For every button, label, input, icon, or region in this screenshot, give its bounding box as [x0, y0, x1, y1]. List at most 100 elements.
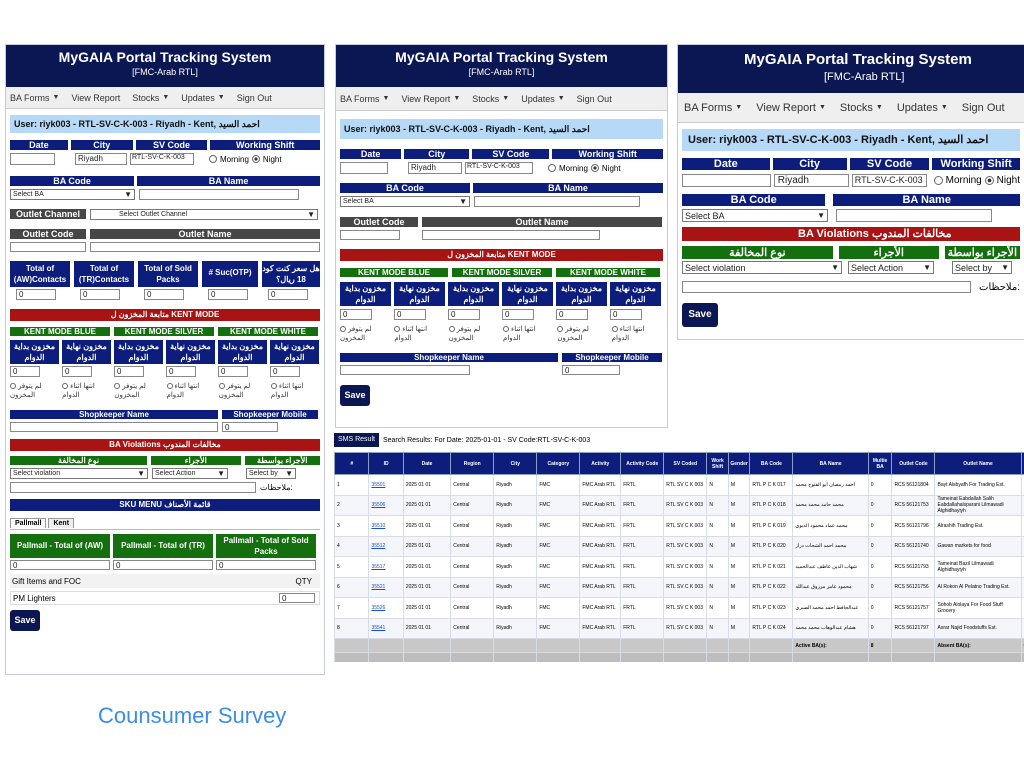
pallmall-sold-input[interactable]: 0 — [216, 560, 316, 570]
sv-code-input[interactable]: RTL-SV-C-K-003 — [465, 162, 533, 174]
stock-input-3[interactable]: 0 — [114, 365, 144, 377]
morning-radio[interactable] — [933, 176, 943, 185]
menu-stocks[interactable]: Stocks ▼ — [132, 92, 170, 103]
select-ba-dropdown[interactable]: Select BA ▼ — [340, 196, 470, 207]
action-dropdown[interactable]: Select Action ▼ — [152, 468, 228, 479]
city-input[interactable]: Riyadh — [408, 162, 462, 174]
radio-notavail-silver[interactable]: لم يتوفر المخزون — [114, 383, 146, 399]
action-by-dropdown[interactable]: Select by ▼ — [952, 261, 1012, 274]
stock-input-1[interactable]: 0 — [340, 308, 372, 320]
record-id-link[interactable]: 35521 — [368, 576, 404, 598]
sold-packs-input[interactable]: 0 — [144, 288, 184, 300]
menu-view-report[interactable]: View Report ▼ — [401, 93, 461, 104]
menu-updates[interactable]: Updates ▼ — [521, 93, 565, 104]
shopkeeper-name-input[interactable] — [340, 365, 470, 375]
select-ba-dropdown[interactable]: Select BA ▼ — [682, 209, 828, 222]
violation-dropdown[interactable]: Select violation ▼ — [682, 261, 842, 274]
night-radio[interactable] — [251, 155, 260, 163]
sms-result-tab[interactable]: SMS Result — [334, 433, 379, 447]
city-input[interactable]: Riyadh — [75, 153, 127, 165]
tab-pallmall[interactable]: Pallmall — [10, 518, 47, 528]
stock-input-3[interactable]: 0 — [448, 308, 480, 320]
table-row[interactable]: 7 35526 2025 01 01 Central Riyadh FMC FMC Arab… — [334, 597, 1024, 619]
stock-input-4[interactable]: 0 — [166, 365, 196, 377]
table-row[interactable]: 4 35512 2025 01 01 Central Riyadh FMC FMC Arab… — [334, 535, 1024, 557]
outlet-name-input[interactable] — [422, 230, 600, 240]
action-dropdown[interactable]: Select Action ▼ — [848, 261, 934, 274]
radio-ended-blue[interactable]: انتها اثناء الدوام — [394, 326, 428, 342]
stock-input-2[interactable]: 0 — [62, 365, 92, 377]
ba-name-input[interactable] — [474, 196, 640, 207]
date-input[interactable] — [682, 174, 771, 187]
pm-lighters-input[interactable]: 0 — [279, 593, 315, 603]
shopkeeper-mobile-input[interactable]: 0 — [222, 422, 278, 432]
menu-sign-out[interactable]: Sign Out — [576, 93, 612, 104]
record-id-link[interactable]: 35510 — [368, 515, 404, 537]
pallmall-tr-input[interactable]: 0 — [113, 560, 213, 570]
sv-code-input[interactable]: RTL-SV-C-K-003 — [130, 153, 194, 165]
tab-kent[interactable]: Kent — [48, 518, 75, 528]
radio-ended-white[interactable]: انتها اثناء الدوام — [270, 383, 304, 399]
menu-ba-forms[interactable]: BA Forms ▼ — [340, 93, 390, 104]
stock-input-5[interactable]: 0 — [218, 365, 248, 377]
kent-price-input[interactable]: 0 — [268, 288, 308, 300]
record-id-link[interactable]: 35517 — [368, 556, 404, 578]
night-radio[interactable] — [590, 164, 599, 172]
menu-sign-out[interactable]: Sign Out — [236, 92, 272, 103]
save-button[interactable]: Save — [10, 610, 40, 631]
table-row[interactable]: 1 35501 2025 01 01 Central Riyadh FMC FMC Arab… — [334, 474, 1024, 496]
radio-notavail-blue[interactable]: لم يتوفر المخزون — [10, 383, 42, 399]
ba-name-input[interactable] — [139, 189, 299, 200]
menu-view-report[interactable]: View Report ▼ — [756, 101, 826, 114]
menu-ba-forms[interactable]: BA Forms ▼ — [10, 92, 60, 103]
morning-radio[interactable] — [548, 164, 556, 172]
stock-input-2[interactable]: 0 — [394, 308, 426, 320]
date-input[interactable] — [10, 153, 55, 165]
record-id-link[interactable]: 35512 — [368, 535, 404, 557]
outlet-name-input[interactable] — [90, 242, 320, 252]
save-button[interactable]: Save — [682, 303, 718, 327]
radio-ended-silver[interactable]: انتها اثناء الدوام — [502, 326, 536, 342]
table-row[interactable]: 8 35541 2025 01 01 Central Riyadh FMC FMC Arab… — [334, 617, 1024, 639]
tr-contacts-input[interactable]: 0 — [80, 288, 120, 300]
shopkeeper-name-input[interactable] — [10, 422, 218, 432]
menu-stocks[interactable]: Stocks ▼ — [472, 93, 510, 104]
sv-code-input[interactable]: RTL-SV-C-K-003 — [851, 174, 927, 187]
menu-stocks[interactable]: Stocks ▼ — [839, 101, 883, 114]
menu-sign-out[interactable]: Sign Out — [961, 101, 1005, 114]
ba-name-input[interactable] — [836, 209, 992, 222]
night-radio[interactable] — [984, 176, 994, 185]
menu-view-report[interactable]: View Report — [71, 92, 121, 103]
radio-ended-blue[interactable]: انتها اثناء الدوام — [62, 383, 95, 399]
stock-input-6[interactable]: 0 — [270, 365, 300, 377]
stock-input-5[interactable]: 0 — [556, 308, 588, 320]
radio-notavail-blue[interactable]: لم يتوفر المخزون — [340, 326, 372, 342]
date-input[interactable] — [340, 162, 388, 174]
stock-input-4[interactable]: 0 — [502, 308, 534, 320]
aw-contacts-input[interactable]: 0 — [16, 288, 56, 300]
radio-ended-white[interactable]: انتها اثناء الدوام — [611, 326, 645, 342]
menu-updates[interactable]: Updates ▼ — [896, 101, 948, 114]
table-row[interactable]: 6 35521 2025 01 01 Central Riyadh FMC FMC Arab… — [334, 576, 1024, 598]
record-id-link[interactable]: 35541 — [368, 617, 404, 639]
city-input[interactable]: Riyadh — [773, 174, 849, 187]
notes-input[interactable] — [682, 281, 972, 293]
record-id-link[interactable]: 35526 — [368, 597, 404, 619]
table-row[interactable]: 5 35517 2025 01 01 Central Riyadh FMC FMC Arab… — [334, 556, 1024, 578]
notes-input[interactable] — [10, 482, 256, 493]
radio-notavail-white[interactable]: لم يتوفر المخزون — [557, 326, 589, 342]
record-id-link[interactable]: 35501 — [368, 474, 404, 496]
save-button[interactable]: Save — [340, 385, 370, 406]
stock-input-1[interactable]: 0 — [10, 365, 40, 377]
action-by-dropdown[interactable]: Select by ▼ — [246, 468, 296, 479]
radio-ended-silver[interactable]: انتها اثناء الدوام — [166, 383, 200, 399]
record-id-link[interactable]: 35506 — [368, 494, 404, 516]
outlet-code-input[interactable] — [340, 230, 400, 240]
outlet-channel-dropdown[interactable]: Select Outlet Channel ▼ — [90, 208, 318, 220]
suc-otp-input[interactable]: 0 — [208, 288, 248, 300]
violation-dropdown[interactable]: Select violation ▼ — [10, 468, 148, 479]
menu-updates[interactable]: Updates ▼ — [181, 92, 225, 103]
radio-notavail-white[interactable]: لم يتوفر المخزون — [218, 383, 251, 399]
menu-ba-forms[interactable]: BA Forms ▼ — [684, 101, 743, 114]
morning-radio[interactable] — [209, 155, 217, 163]
